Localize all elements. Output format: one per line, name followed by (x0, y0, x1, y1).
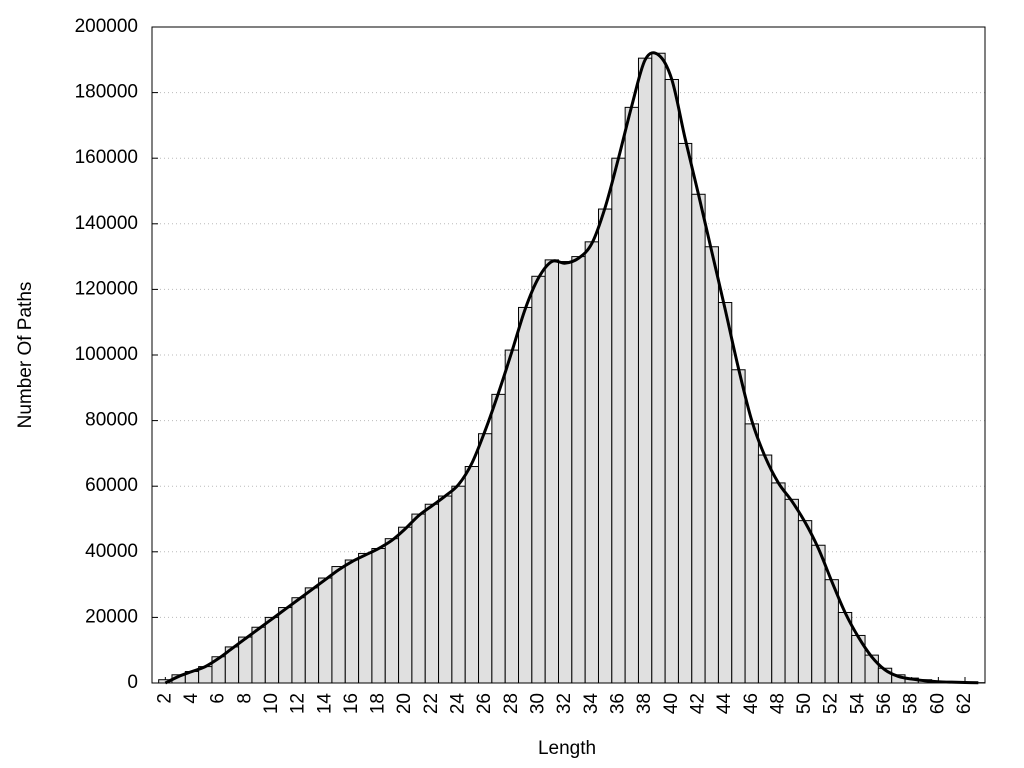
x-tick-label: 38 (634, 693, 655, 714)
x-tick-label: 52 (821, 693, 842, 714)
x-tick-label: 60 (927, 693, 948, 714)
x-tick-label: 42 (687, 693, 708, 714)
bar (771, 482, 786, 684)
y-tick-label: 40000 (85, 541, 138, 562)
y-tick-label: 140000 (75, 213, 138, 234)
bar (797, 520, 813, 684)
bar (651, 52, 666, 684)
x-tick-label: 14 (314, 693, 335, 715)
bar (291, 597, 306, 684)
x-tick-label: 18 (368, 693, 389, 714)
bar (344, 559, 360, 684)
bar (531, 275, 546, 684)
x-tick-label: 58 (901, 693, 922, 714)
bar (478, 433, 493, 684)
y-tick-label: 0 (127, 672, 138, 693)
x-tick-label: 44 (714, 693, 735, 715)
y-tick-label: 200000 (75, 16, 138, 37)
x-tick-label: 48 (767, 693, 788, 714)
x-tick-label: 26 (474, 693, 495, 714)
y-tick-label: 60000 (85, 475, 138, 496)
y-tick-label: 20000 (85, 606, 138, 627)
bar (624, 106, 639, 684)
x-tick-label: 34 (581, 693, 602, 715)
bar (398, 526, 413, 684)
x-tick-label: 36 (607, 693, 628, 714)
x-tick-label: 10 (261, 693, 282, 714)
bar (704, 246, 719, 684)
x-tick-label: 8 (234, 693, 255, 704)
bar (571, 256, 586, 684)
x-tick-label: 16 (341, 693, 362, 714)
bar (491, 393, 506, 684)
bar (731, 369, 746, 684)
x-tick-label: 24 (448, 693, 469, 715)
x-tick-label: 56 (874, 693, 895, 714)
y-tick-label: 160000 (75, 147, 138, 168)
x-tick-label: 50 (794, 693, 815, 714)
bar (558, 261, 573, 684)
bar (677, 142, 693, 684)
bar (744, 423, 759, 684)
bar (504, 349, 520, 684)
bar (451, 485, 466, 684)
x-tick-label: 62 (954, 693, 975, 714)
bar (331, 566, 346, 684)
x-axis-label: Length (538, 738, 596, 759)
bar (384, 538, 400, 684)
y-tick-label: 100000 (75, 344, 138, 365)
bar (584, 241, 599, 684)
x-tick-label: 20 (394, 693, 415, 714)
x-tick-label: 22 (421, 693, 442, 714)
bar (318, 577, 333, 684)
plot-frame (151, 26, 986, 684)
bar (264, 616, 280, 684)
bar (438, 495, 453, 684)
x-tick-label: 12 (288, 693, 309, 714)
x-tick-label: 30 (528, 693, 549, 714)
x-tick-label: 4 (181, 693, 202, 704)
bar (664, 78, 679, 684)
bar (784, 498, 799, 684)
bar (464, 466, 480, 684)
bar (518, 306, 533, 684)
bar (411, 513, 426, 684)
x-tick-label: 46 (741, 693, 762, 714)
bar (811, 544, 826, 684)
bar (251, 626, 266, 684)
x-tick-label: 40 (661, 693, 682, 714)
y-tick-label: 120000 (75, 278, 138, 299)
y-axis-label: Number Of Paths (15, 282, 36, 429)
bar (597, 208, 613, 684)
bar (864, 654, 879, 684)
bar (717, 302, 733, 684)
x-tick-label: 54 (847, 693, 868, 715)
curve (164, 51, 979, 685)
x-tick-label: 32 (554, 693, 575, 714)
bar (371, 548, 386, 684)
bar (304, 587, 320, 684)
bar (544, 259, 560, 684)
y-tick-label: 180000 (75, 82, 138, 103)
x-tick-label: 28 (501, 693, 522, 714)
bar (278, 607, 293, 684)
bar (637, 57, 653, 684)
x-tick-label: 6 (208, 693, 229, 704)
bar (691, 193, 706, 684)
bar (611, 157, 626, 684)
y-tick-label: 80000 (85, 410, 138, 431)
bar (424, 503, 440, 684)
bar (358, 552, 373, 684)
bar (757, 454, 773, 684)
x-tick-label: 2 (154, 693, 175, 704)
